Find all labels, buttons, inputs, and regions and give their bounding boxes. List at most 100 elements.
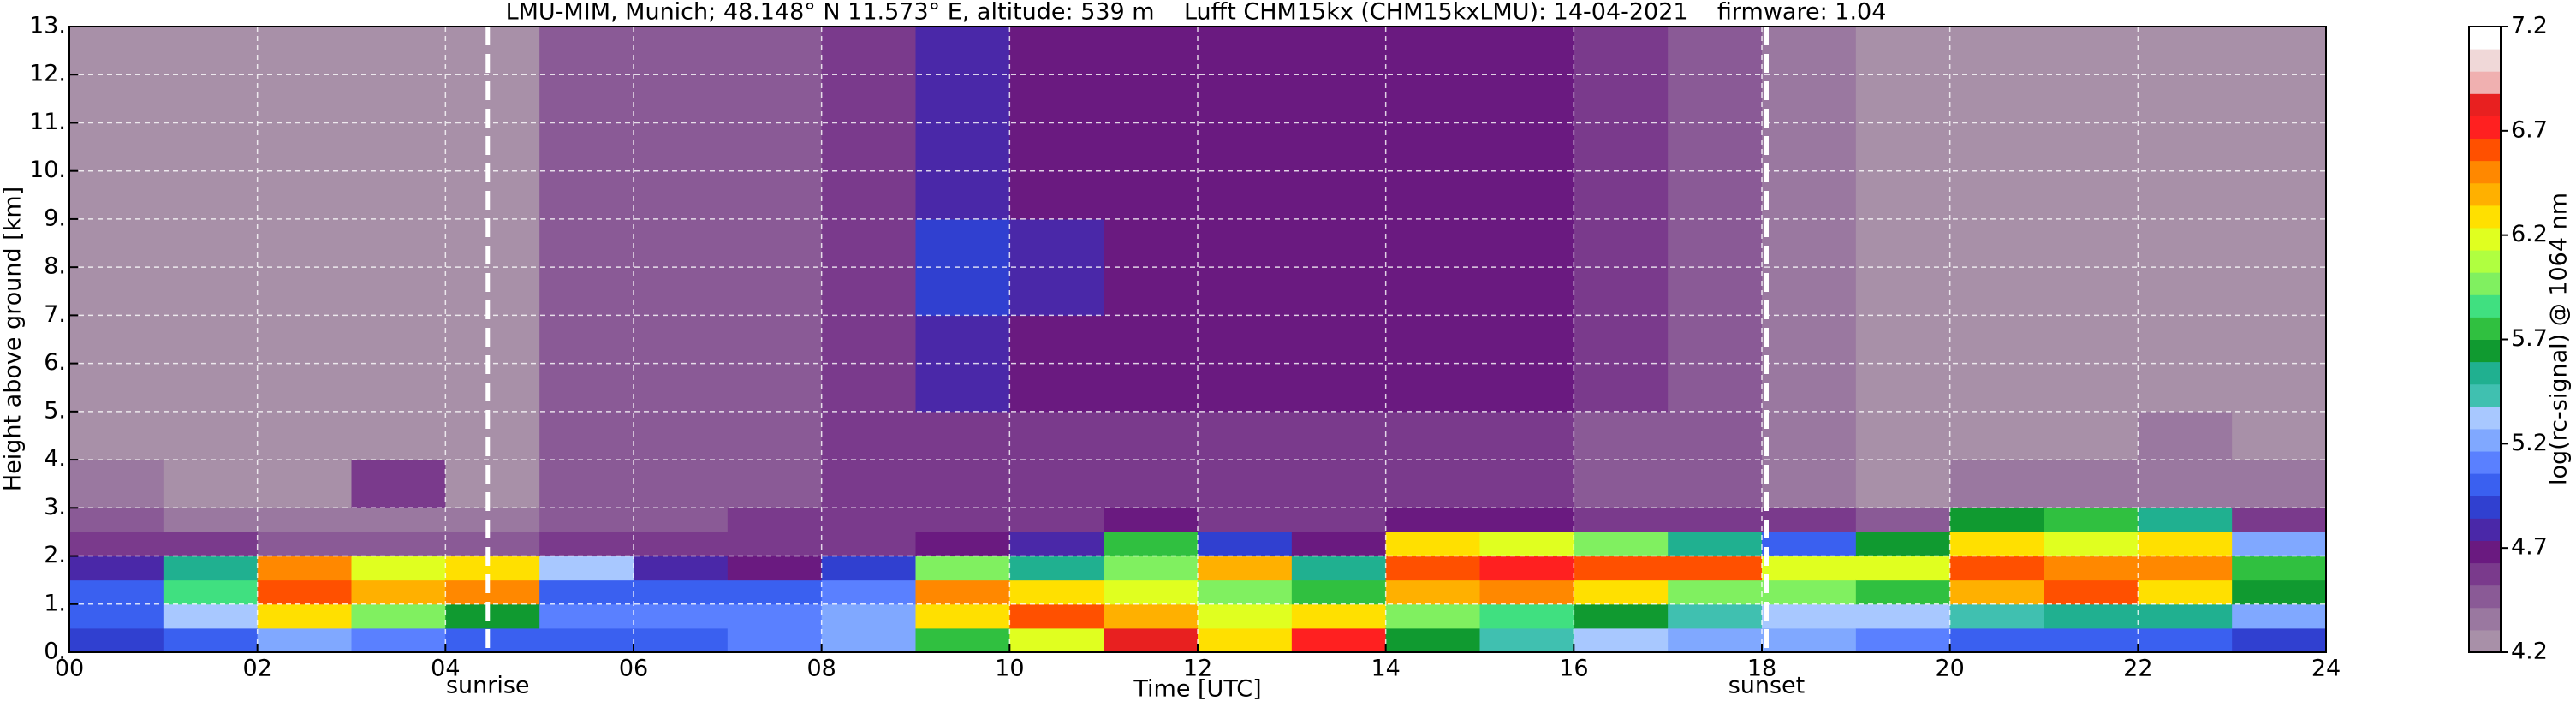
heatmap-cell — [2138, 508, 2233, 532]
heatmap-cell — [1668, 579, 1763, 605]
heatmap-cell — [634, 579, 729, 605]
heatmap-cell — [1198, 411, 1293, 460]
heatmap-cell — [1949, 508, 2044, 532]
annotation-label: sunrise — [446, 673, 530, 699]
heatmap-cell — [727, 508, 823, 532]
heatmap-cell — [1385, 627, 1480, 653]
colorbar-swatch — [2469, 182, 2501, 206]
heatmap-cell — [1762, 556, 1857, 581]
colorbar-swatch — [2469, 562, 2501, 586]
heatmap-cell — [1762, 627, 1857, 653]
heatmap-cell — [727, 532, 823, 557]
heatmap-cell — [2138, 460, 2233, 508]
heatmap-cell — [1949, 532, 2044, 557]
heatmap-cell — [1009, 627, 1104, 653]
heatmap-cell — [1949, 627, 2044, 653]
colorbar-swatch — [2469, 160, 2501, 184]
heatmap-cell — [445, 627, 540, 653]
heatmap-cell — [2044, 627, 2139, 653]
heatmap-cell — [2138, 603, 2233, 629]
heatmap-cell — [1855, 556, 1951, 581]
heatmap-cell — [727, 411, 823, 460]
colorbar-swatch — [2469, 473, 2501, 496]
y-axis-label: Height above ground [km] — [0, 187, 27, 491]
heatmap-cell — [2232, 411, 2327, 460]
heatmap-cell — [1574, 627, 1669, 653]
heatmap-cell — [351, 627, 446, 653]
heatmap-cell — [727, 603, 823, 629]
colorbar-tick-label: 5.2 — [2511, 430, 2548, 456]
heatmap-cell — [351, 532, 446, 557]
colorbar-swatch — [2469, 27, 2501, 50]
heatmap-cell — [257, 460, 352, 508]
heatmap-cell — [445, 603, 540, 629]
heatmap-cell — [163, 532, 259, 557]
heatmap-cell — [821, 508, 916, 532]
heatmap-cell — [1949, 579, 2044, 605]
heatmap-cell — [2044, 556, 2139, 581]
heatmap-cell — [1009, 411, 1104, 460]
heatmap-cell — [1855, 532, 1951, 557]
heatmap-cell — [1668, 532, 1763, 557]
y-tick-label: 4. — [44, 446, 66, 472]
heatmap-cell — [2232, 532, 2327, 557]
heatmap-cell — [69, 579, 164, 605]
heatmap-cell — [445, 460, 540, 508]
heatmap-cell — [1949, 603, 2044, 629]
heatmap-cell — [634, 556, 729, 581]
heatmap-cell — [163, 460, 259, 508]
heatmap-cell — [445, 411, 540, 460]
heatmap-cell — [351, 556, 446, 581]
x-tick-label: 10 — [995, 656, 1024, 682]
y-tick-label: 12. — [29, 61, 66, 87]
heatmap-cell — [634, 627, 729, 653]
heatmap-cell — [821, 627, 916, 653]
heatmap-cell — [1574, 532, 1669, 557]
heatmap-cell — [539, 603, 634, 629]
x-tick-label: 14 — [1371, 656, 1400, 682]
x-tick-label: 20 — [1935, 656, 1964, 682]
x-tick-label: 24 — [2311, 656, 2341, 682]
x-tick-label: 12 — [1183, 656, 1212, 682]
heatmap-cell — [821, 556, 916, 581]
heatmap-cell — [351, 603, 446, 629]
heatmap-cell — [351, 411, 446, 460]
heatmap-cell — [1104, 603, 1199, 629]
heatmap-cell — [2044, 603, 2139, 629]
heatmap-cell — [1291, 556, 1387, 581]
heatmap-cell — [163, 579, 259, 605]
heatmap-cell — [1198, 579, 1293, 605]
heatmap-cell — [1479, 579, 1574, 605]
heatmap-cell — [445, 556, 540, 581]
heatmap-cell — [1291, 627, 1387, 653]
heatmap-cell — [1198, 508, 1293, 532]
y-tick-label: 10. — [29, 157, 66, 183]
heatmap-cell — [1385, 460, 1480, 508]
heatmap-cell — [539, 556, 634, 581]
heatmap-cell — [727, 627, 823, 653]
heatmap-cell — [2138, 579, 2233, 605]
heatmap-cell — [257, 556, 352, 581]
heatmap-cell — [821, 532, 916, 557]
y-tick-label: 7. — [44, 301, 66, 328]
heatmap-cell — [539, 508, 634, 532]
heatmap-cell — [351, 579, 446, 605]
colorbar-tick-label: 4.2 — [2511, 639, 2548, 665]
heatmap-cell — [257, 579, 352, 605]
heatmap-cell — [1855, 460, 1951, 508]
heatmap-cell — [1574, 556, 1669, 581]
heatmap-cell — [69, 532, 164, 557]
heatmap-cell — [821, 579, 916, 605]
colorbar-swatch — [2469, 496, 2501, 519]
colorbar-swatch — [2469, 272, 2501, 295]
colorbar-swatch — [2469, 250, 2501, 273]
heatmap-cell — [1574, 603, 1669, 629]
heatmap-cell — [257, 532, 352, 557]
x-tick-label: 16 — [1559, 656, 1588, 682]
heatmap-cell — [1385, 603, 1480, 629]
heatmap-cell — [539, 411, 634, 460]
heatmap-cell — [1198, 556, 1293, 581]
colorbar-swatch — [2469, 339, 2501, 363]
heatmap-cell — [1668, 556, 1763, 581]
colorbar-swatch — [2469, 428, 2501, 452]
